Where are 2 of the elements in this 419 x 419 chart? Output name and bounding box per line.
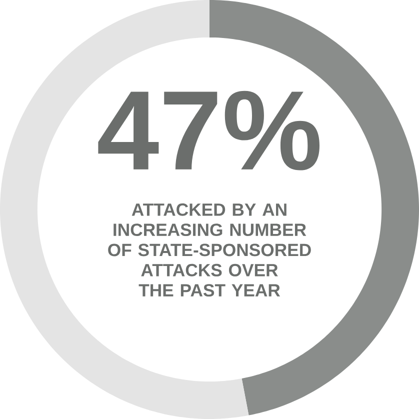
data-label: 47% xyxy=(98,90,320,170)
text: ATTACKED BY AN INCREASING NUMBER OF STATE-SPONSORED ATTACKS OVER THE PAST YEAR xyxy=(108,203,311,297)
